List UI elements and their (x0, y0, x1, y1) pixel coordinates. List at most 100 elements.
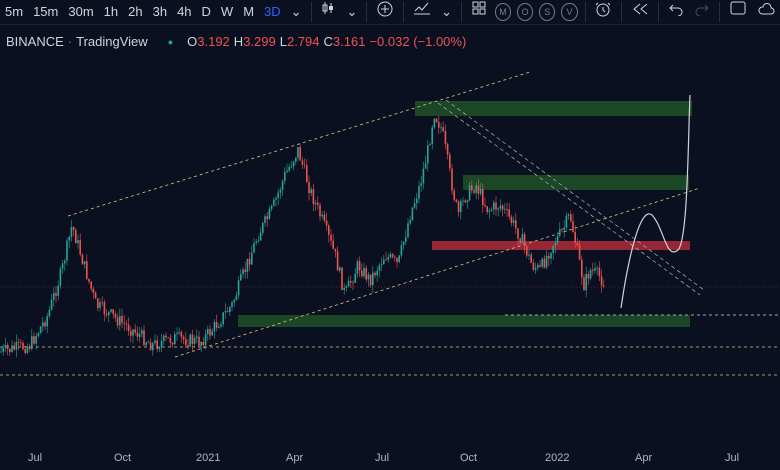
indicator-o-icon[interactable]: O (517, 3, 534, 21)
candle-body (488, 210, 491, 212)
candle-body (422, 168, 425, 184)
candle-body (167, 337, 169, 339)
candle-body (46, 316, 48, 327)
candle-body (156, 340, 158, 350)
candle-body (471, 185, 473, 191)
candle-body (193, 338, 196, 344)
candle-body (499, 205, 502, 209)
candle-body (347, 280, 350, 287)
candle-body (110, 309, 112, 312)
candle-body (380, 264, 383, 266)
candle-body (493, 202, 495, 210)
candle-body (352, 282, 354, 284)
candle-body (517, 228, 519, 239)
timeframe-d[interactable]: D (201, 4, 211, 19)
candle-body (567, 214, 570, 216)
x-axis-label: Oct (460, 452, 478, 464)
candle-body (132, 329, 134, 336)
replay-icon[interactable] (626, 0, 654, 24)
candle-body (358, 261, 361, 271)
candle-body (596, 267, 598, 269)
layouts-icon[interactable] (466, 0, 492, 24)
timeframe-m[interactable]: M (243, 4, 255, 19)
candle-body (72, 227, 75, 230)
candle-body (92, 288, 95, 293)
timeframe-3d[interactable]: 3D (264, 4, 281, 19)
indicator-v-icon[interactable]: V (561, 3, 578, 21)
undo-icon[interactable] (663, 0, 689, 24)
timeframe-30m[interactable]: 30m (68, 4, 94, 19)
candle-body (182, 336, 185, 340)
x-axis-label: Jul (725, 452, 740, 464)
candle-body (402, 241, 405, 246)
candle-body (185, 339, 187, 346)
price-chart[interactable] (0, 26, 780, 452)
timeframe-w[interactable]: W (220, 4, 234, 19)
candlestick-icon[interactable] (315, 0, 341, 24)
candle-body (101, 302, 103, 304)
chevron-down-icon[interactable]: ⌄ (290, 4, 302, 19)
timeframe-2h[interactable]: 2h (128, 4, 143, 19)
add-indicator-icon[interactable] (371, 0, 399, 24)
candle-body (444, 131, 447, 144)
candle-body (343, 287, 345, 290)
chevron-down-icon[interactable]: ⌄ (441, 4, 453, 19)
exchange-name: BINANCE (6, 34, 64, 49)
chevron-down-icon[interactable]: ⌄ (346, 4, 358, 19)
candle-body (565, 215, 568, 228)
candle-body (501, 205, 504, 210)
candle-body (473, 190, 475, 193)
candle-body (222, 312, 224, 325)
divider (310, 2, 312, 22)
candle-body (94, 292, 97, 299)
cloud-icon[interactable] (752, 0, 780, 24)
candle-body (387, 257, 389, 260)
timeframe-15m[interactable]: 15m (33, 4, 59, 19)
redo-icon[interactable] (689, 0, 715, 24)
candle-body (220, 324, 222, 327)
indicator-s-icon[interactable]: S (539, 3, 556, 21)
x-axis-label: Apr (286, 452, 304, 464)
candle-body (572, 221, 574, 233)
candle-body (413, 203, 416, 208)
candle-body (398, 255, 400, 262)
alert-clock-icon[interactable] (589, 0, 617, 24)
candle-body (374, 272, 376, 276)
candle-body (275, 198, 277, 200)
candle-body (86, 261, 88, 279)
candle-body (409, 220, 411, 224)
candle-body (22, 342, 24, 350)
indicators-icon[interactable] (408, 0, 436, 24)
indicator-m-icon[interactable]: M (494, 3, 512, 21)
timeframe-5m[interactable]: 5m (5, 4, 24, 19)
candle-body (416, 198, 418, 204)
candle-body (592, 269, 594, 271)
candle-body (365, 267, 367, 280)
candle-body (468, 185, 471, 201)
candle-body (70, 227, 73, 237)
candle-body (325, 220, 328, 226)
timeframe-4h[interactable]: 4h (177, 4, 192, 19)
candle-body (163, 335, 165, 341)
candle-body (244, 269, 246, 272)
candle-body (306, 165, 308, 183)
timeframe-3h[interactable]: 3h (152, 4, 168, 19)
candle-body (235, 295, 238, 301)
divider (584, 2, 586, 22)
channel-lower-line (174, 187, 701, 358)
candle-body (334, 248, 337, 252)
candle-body (475, 185, 477, 193)
candle-body (50, 299, 53, 310)
candle-body (603, 285, 605, 287)
candle-body (319, 204, 321, 217)
high-label: H (233, 34, 244, 49)
candle-body (15, 341, 18, 350)
divider (461, 2, 462, 22)
candle-body (264, 216, 266, 223)
candle-body (600, 276, 603, 286)
fullscreen-icon[interactable] (724, 0, 752, 24)
candle-body (240, 274, 242, 281)
timeframe-1h[interactable]: 1h (103, 4, 119, 19)
candle-body (55, 293, 57, 296)
candle-body (587, 273, 590, 279)
